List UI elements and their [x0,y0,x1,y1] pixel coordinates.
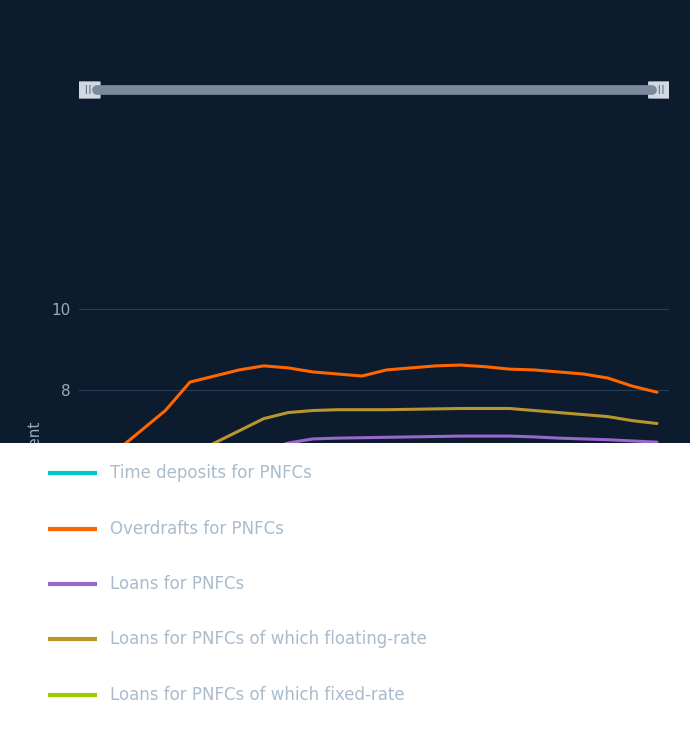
Text: Loans for PNFCs of which fixed-rate: Loans for PNFCs of which fixed-rate [110,686,405,703]
Text: ||: || [656,86,665,94]
Y-axis label: % percent: % percent [28,422,43,500]
Text: Overdrafts for PNFCs: Overdrafts for PNFCs [110,520,284,538]
Text: Loans for PNFCs of which floating-rate: Loans for PNFCs of which floating-rate [110,630,427,648]
Text: Loans for PNFCs: Loans for PNFCs [110,575,245,593]
Text: ||: || [83,86,93,94]
Text: Time deposits for PNFCs: Time deposits for PNFCs [110,464,313,482]
FancyBboxPatch shape [648,81,673,99]
FancyBboxPatch shape [76,81,101,99]
